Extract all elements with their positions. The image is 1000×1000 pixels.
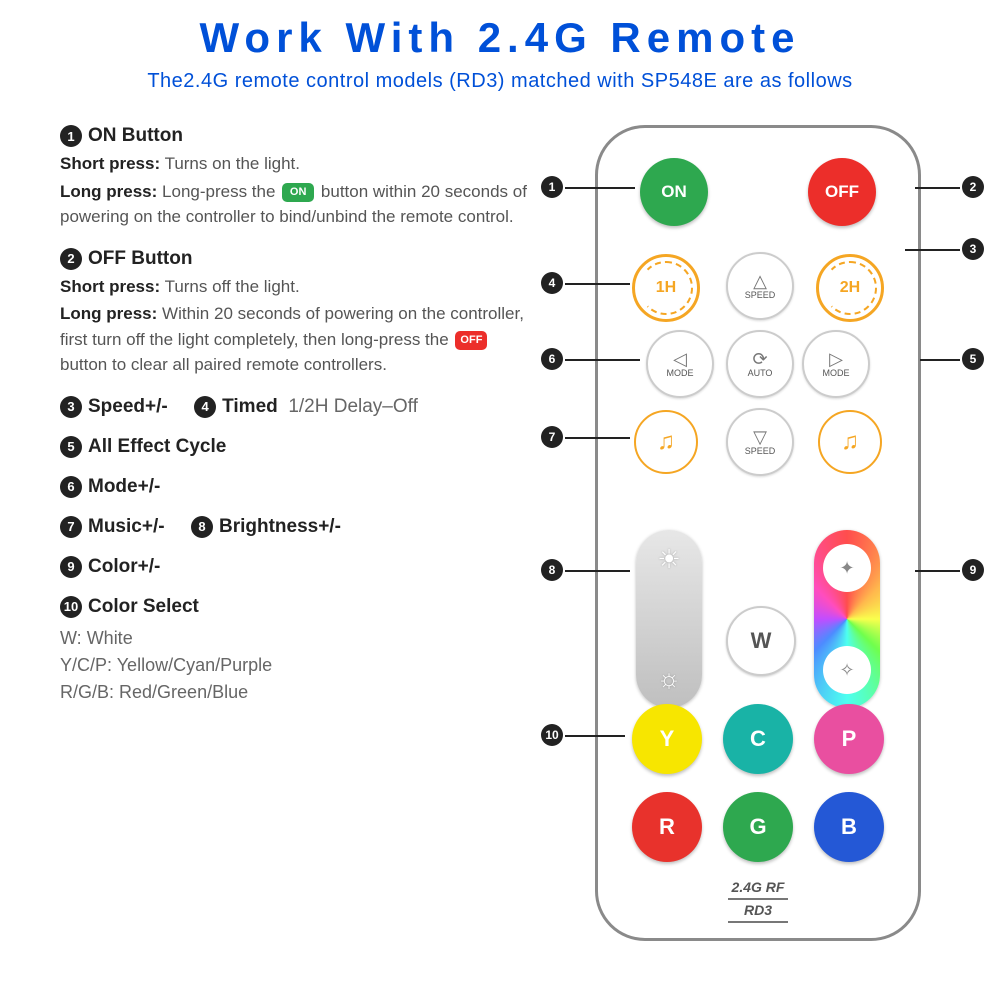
callout-2-long-label: Long press:: [60, 304, 157, 323]
leader-3: [905, 249, 960, 251]
remote-illustration: ON OFF 1H 2H △SPEED ◁MODE ⟳AUTO ▷MODE ▽S…: [555, 125, 955, 965]
white-button[interactable]: W: [726, 606, 796, 676]
speed-up-label: SPEED: [745, 290, 776, 300]
leader-1: [565, 187, 635, 189]
callout-4-title: Timed: [222, 396, 278, 417]
speed-down-label: SPEED: [745, 446, 776, 456]
dpad-cluster: 1H 2H △SPEED ◁MODE ⟳AUTO ▷MODE ▽SPEED ♫ …: [598, 248, 918, 478]
callout-1-long-pre: Long-press the: [162, 182, 275, 201]
color-c-button[interactable]: C: [723, 704, 793, 774]
inline-on-pill: ON: [282, 183, 314, 202]
callout-2-short-label: Short press:: [60, 277, 160, 296]
color-b-button[interactable]: B: [814, 792, 884, 862]
callout-10-line-2: R/G/B: Red/Green/Blue: [60, 682, 540, 703]
callout-5-title: All Effect Cycle: [88, 436, 226, 457]
color-rocker[interactable]: ✦ ✧: [814, 530, 880, 708]
callout-9-title: Color+/-: [88, 556, 160, 577]
color-r-button[interactable]: R: [632, 792, 702, 862]
color-p-button[interactable]: P: [814, 704, 884, 774]
callout-6: 6Mode+/-: [60, 476, 540, 498]
speed-up-button[interactable]: △SPEED: [726, 252, 794, 320]
callout-10-title: Color Select: [88, 596, 199, 617]
brightness-up-icon: ☀: [657, 544, 680, 575]
callout-9: 9Color+/-: [60, 556, 540, 578]
timer-2h-button[interactable]: 2H: [816, 254, 884, 322]
remote-footer: 2.4G RF RD3: [598, 878, 918, 924]
mode-next-label: MODE: [823, 368, 850, 378]
timer-1h-button[interactable]: 1H: [632, 254, 700, 322]
callout-5: 5All Effect Cycle: [60, 436, 540, 458]
color-g-button[interactable]: G: [723, 792, 793, 862]
callout-1: 1 ON Button Short press: Turns on the lig…: [60, 125, 540, 230]
leader-4: [565, 283, 630, 285]
auto-button[interactable]: ⟳AUTO: [726, 330, 794, 398]
callout-10-line-1: Y/C/P: Yellow/Cyan/Purple: [60, 655, 540, 676]
callout-7-8: 7Music+/- 8Brightness+/-: [60, 516, 540, 538]
leader-9: [915, 570, 960, 572]
callout-10-line-0: W: White: [60, 628, 540, 649]
off-button[interactable]: OFF: [808, 158, 876, 226]
leader-10: [565, 735, 625, 737]
on-button[interactable]: ON: [640, 158, 708, 226]
callout-3-title: Speed+/-: [88, 396, 168, 417]
leader-5: [920, 359, 960, 361]
callout-1-long-label: Long press:: [60, 182, 157, 201]
leader-6: [565, 359, 640, 361]
callout-2-short-text: Turns off the light.: [165, 277, 300, 296]
color-y-button[interactable]: Y: [632, 704, 702, 774]
leader-2: [915, 187, 960, 189]
content-area: 1 ON Button Short press: Turns on the lig…: [0, 115, 1000, 1000]
remote-foot2: RD3: [598, 901, 918, 920]
badge-2: 2: [60, 248, 82, 270]
inline-off-pill: OFF: [455, 331, 487, 350]
color-plus-icon: ✦: [823, 544, 871, 592]
music-minus-button[interactable]: ♫: [634, 410, 698, 474]
callout-1-short-text: Turns on the light.: [165, 154, 300, 173]
callout-8-title: Brightness+/-: [219, 516, 341, 537]
remote-foot1: 2.4G RF: [598, 878, 918, 897]
mode-prev-button[interactable]: ◁MODE: [646, 330, 714, 398]
callout-7-title: Music+/-: [88, 516, 165, 537]
remote-body: ON OFF 1H 2H △SPEED ◁MODE ⟳AUTO ▷MODE ▽S…: [595, 125, 921, 941]
mode-next-button[interactable]: ▷MODE: [802, 330, 870, 398]
callout-4-extra: 1/2H Delay–Off: [288, 396, 418, 417]
color-select-grid: Y C P R G B: [598, 704, 918, 874]
badge-1: 1: [60, 125, 82, 147]
speed-down-button[interactable]: ▽SPEED: [726, 408, 794, 476]
page-subtitle: The2.4G remote control models (RD3) matc…: [0, 70, 1000, 93]
callout-1-title: ON Button: [88, 125, 183, 146]
callout-3-4: 3Speed+/- 4Timed 1/2H Delay–Off: [60, 396, 540, 418]
brightness-down-icon: ☼: [657, 663, 681, 694]
callout-2-title: OFF Button: [88, 248, 192, 269]
callout-2-long-post: button to clear all paired remote contro…: [60, 355, 387, 374]
auto-label: AUTO: [748, 368, 773, 378]
color-minus-icon: ✧: [823, 646, 871, 694]
brightness-rocker[interactable]: ☀ ☼: [636, 530, 702, 708]
music-plus-button[interactable]: ♫: [818, 410, 882, 474]
descriptions-column: 1 ON Button Short press: Turns on the lig…: [60, 125, 540, 709]
page-title: Work With 2.4G Remote: [0, 0, 1000, 62]
leader-8: [565, 570, 630, 572]
callout-6-title: Mode+/-: [88, 476, 160, 497]
callout-10: 10Color Select: [60, 596, 540, 618]
callout-1-short-label: Short press:: [60, 154, 160, 173]
callout-2: 2 OFF Button Short press: Turns off the l…: [60, 248, 540, 378]
mode-prev-label: MODE: [667, 368, 694, 378]
leader-7: [565, 437, 630, 439]
